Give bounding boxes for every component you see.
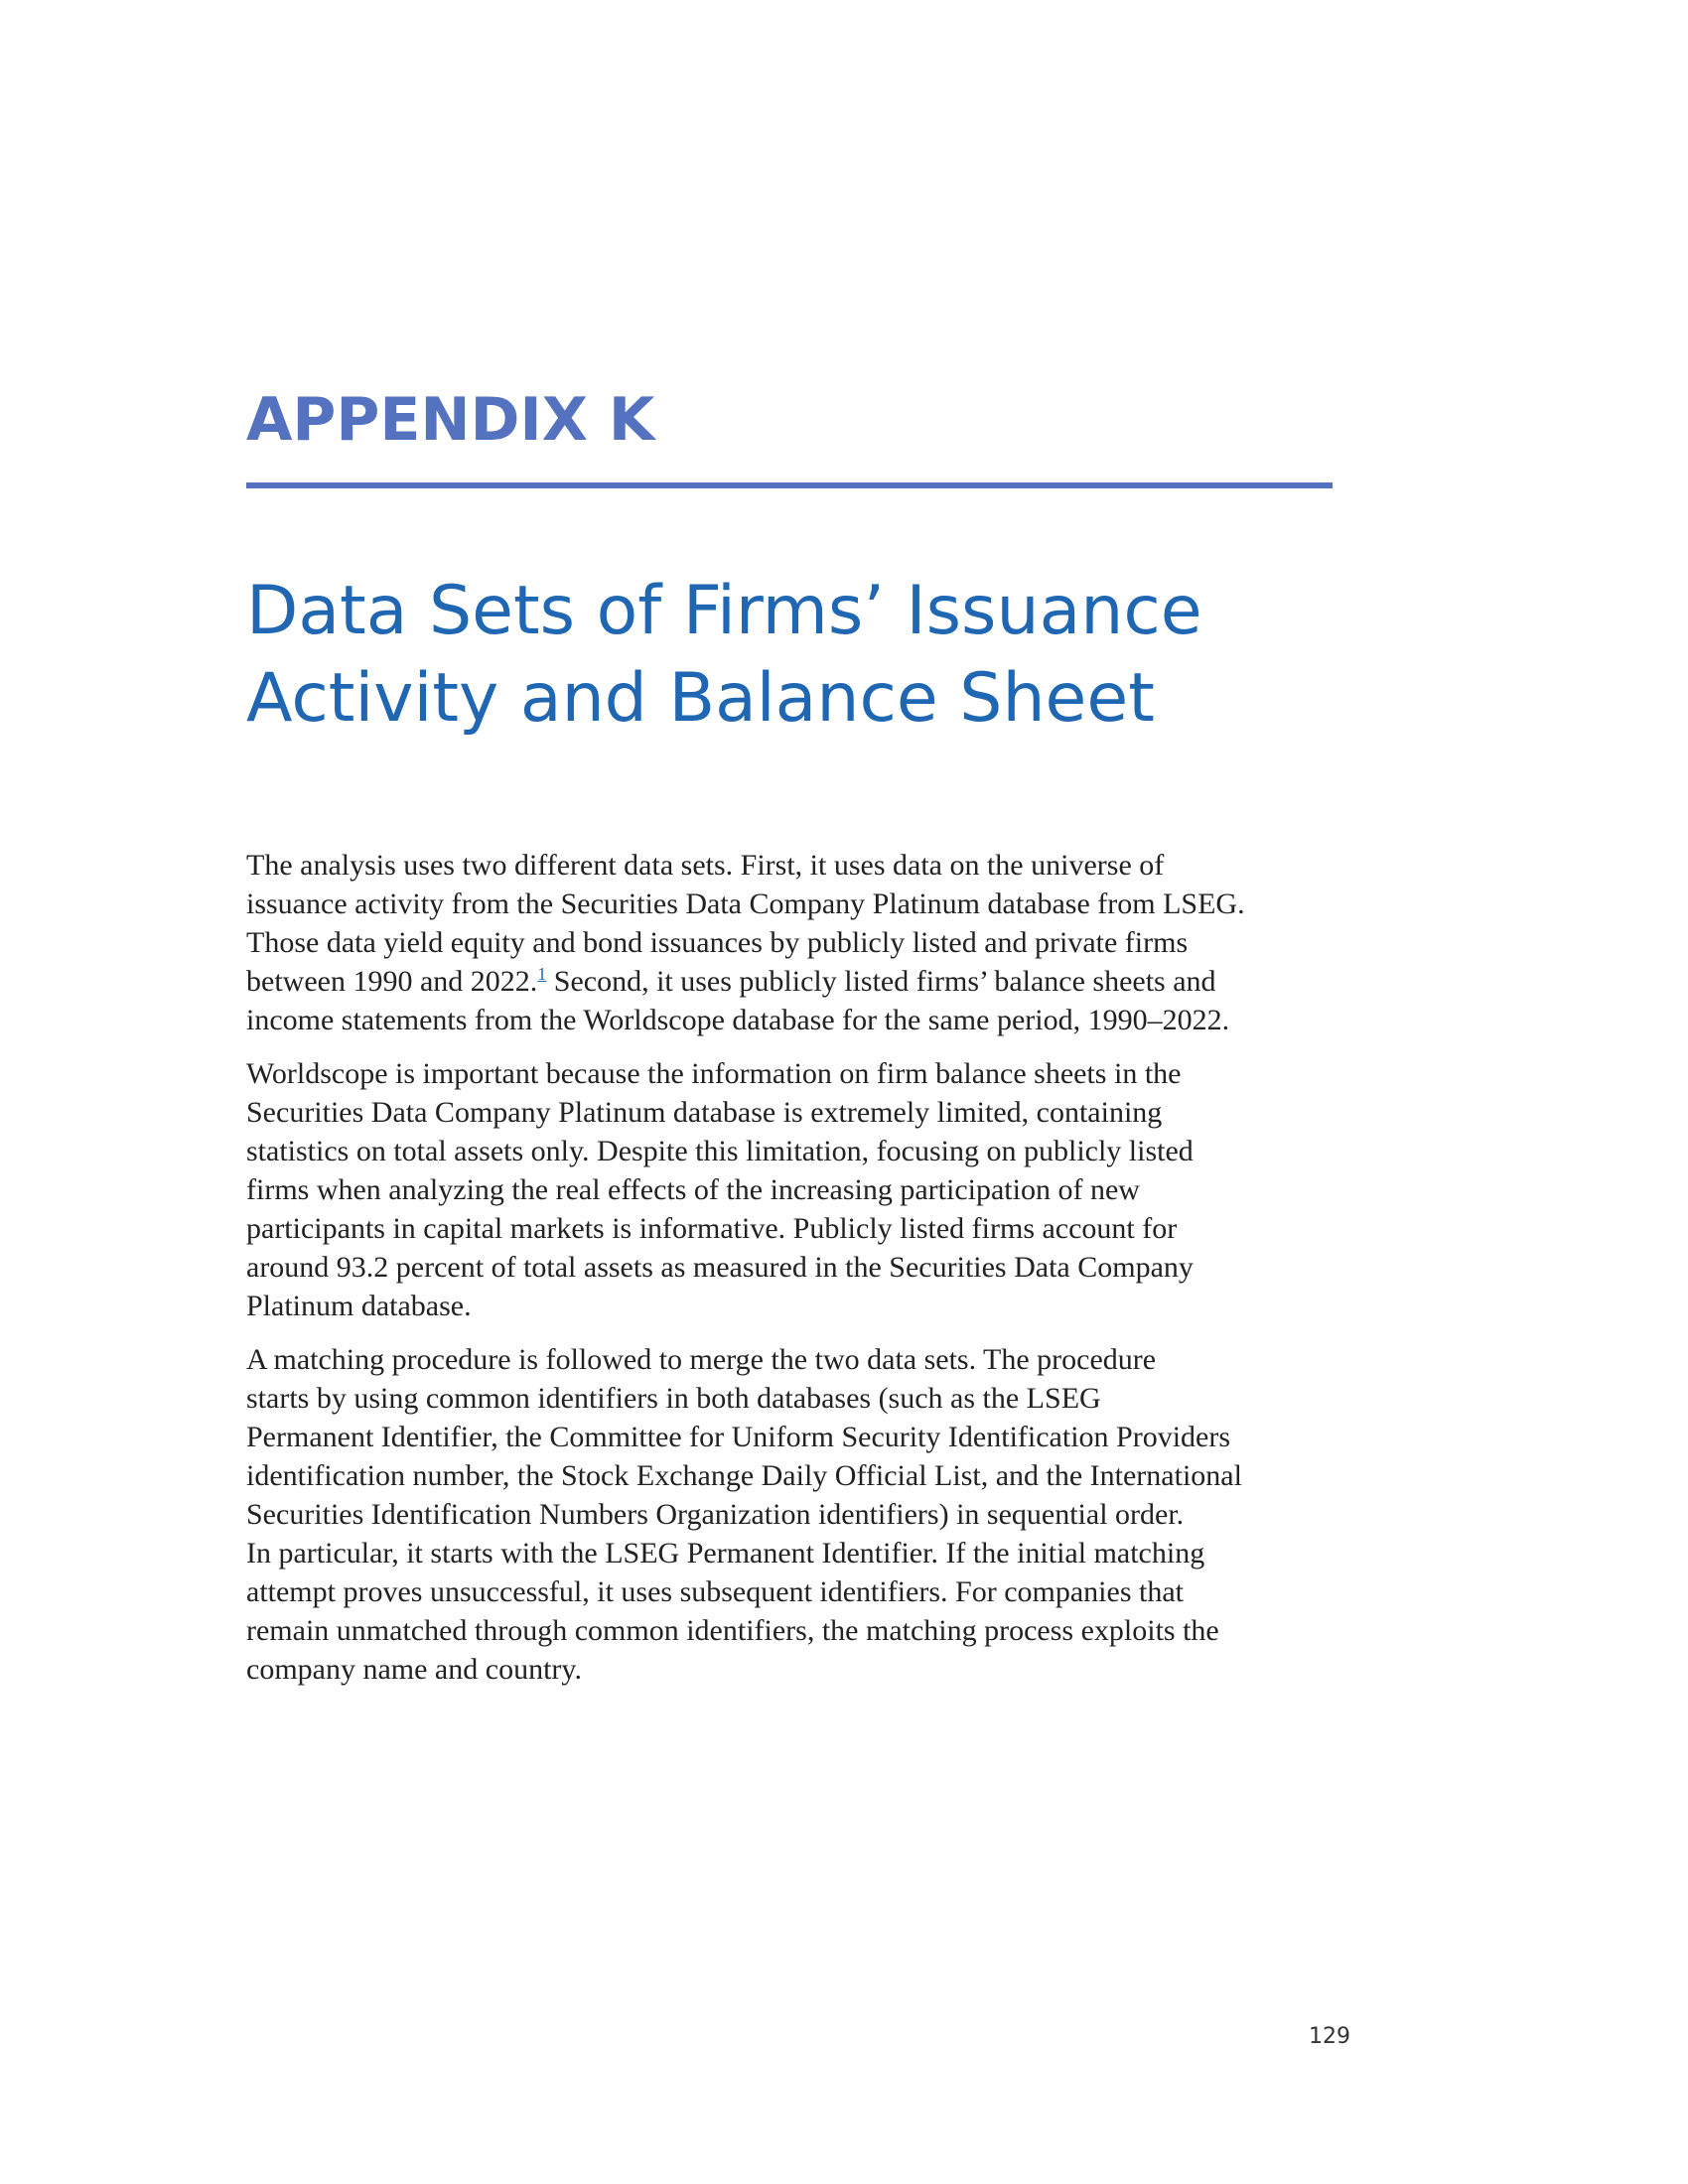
appendix-label: APPENDIX K [246, 385, 655, 455]
text-line: attempt proves unsuccessful, it uses sub… [246, 1575, 1184, 1608]
text-line: In particular, it starts with the LSEG P… [246, 1537, 1205, 1570]
paragraph-data-sources: The analysis uses two different data set… [246, 846, 1348, 1039]
text-line: participants in capital markets is infor… [246, 1212, 1178, 1245]
text-line: Those data yield equity and bond issuanc… [246, 926, 1189, 959]
paragraph-worldscope: Worldscope is important because the info… [246, 1054, 1348, 1325]
text-line: statistics on total assets only. Despite… [246, 1135, 1194, 1167]
text-line: identification number, the Stock Exchang… [246, 1459, 1242, 1492]
text-line: income statements from the Worldscope da… [246, 1004, 1230, 1036]
chapter-title: Data Sets of Firms’ Issuance Activity an… [246, 568, 1358, 743]
text-line: company name and country. [246, 1653, 582, 1686]
text-line: The analysis uses two different data set… [246, 849, 1165, 882]
text-line: Platinum database. [246, 1290, 472, 1322]
appendix-rule-divider [246, 482, 1333, 488]
chapter-title-line: Data Sets of Firms’ Issuance [246, 572, 1202, 650]
footnote-ref-link[interactable]: 1 [537, 964, 547, 984]
page-number: 129 [1309, 2024, 1350, 2049]
text-line: starts by using common identifiers in bo… [246, 1382, 1101, 1415]
text-line: A matching procedure is followed to merg… [246, 1343, 1157, 1376]
chapter-title-line: Activity and Balance Sheet [246, 659, 1155, 738]
text-line: firms when analyzing the real effects of… [246, 1173, 1140, 1206]
text-line: Worldscope is important because the info… [246, 1057, 1182, 1090]
text-line-with-footnote: between 1990 and 2022.1 Second, it uses … [246, 962, 1348, 1001]
text-segment: between 1990 and 2022. [246, 965, 538, 998]
text-line: Permanent Identifier, the Committee for … [246, 1421, 1231, 1453]
body-text: The analysis uses two different data set… [246, 846, 1348, 1704]
paragraph-matching-procedure: A matching procedure is followed to merg… [246, 1340, 1348, 1689]
text-line: remain unmatched through common identifi… [246, 1614, 1219, 1647]
text-segment: Second, it uses publicly listed firms’ b… [546, 965, 1216, 998]
text-line: around 93.2 percent of total assets as m… [246, 1251, 1194, 1284]
text-line: issuance activity from the Securities Da… [246, 887, 1245, 920]
text-line: Securities Identification Numbers Organi… [246, 1498, 1185, 1531]
text-line: Securities Data Company Platinum databas… [246, 1096, 1163, 1129]
